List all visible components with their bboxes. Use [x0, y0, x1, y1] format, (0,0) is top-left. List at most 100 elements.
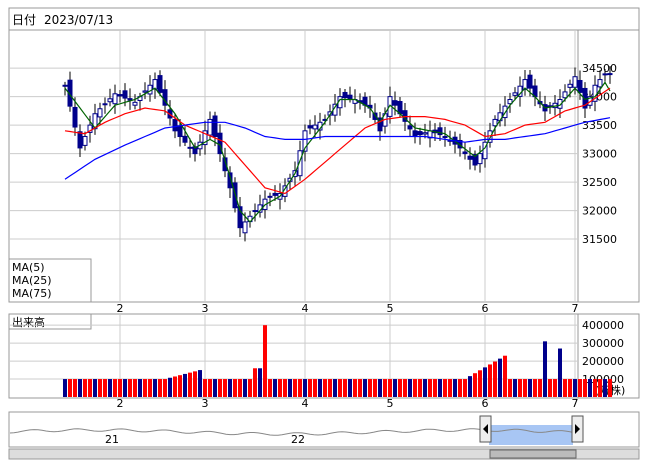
- volume-bar: [463, 379, 467, 397]
- volume-bar: [583, 379, 587, 397]
- volume-bar: [263, 325, 267, 397]
- volume-bar: [238, 379, 242, 397]
- candle: [372, 103, 378, 123]
- candle-body: [492, 118, 498, 127]
- volume-bar: [173, 376, 177, 397]
- candle: [202, 120, 208, 155]
- volume-bar: [143, 379, 147, 397]
- volume-bar: [148, 379, 152, 397]
- candle: [272, 185, 278, 201]
- volume-month-label: 5: [387, 397, 394, 410]
- volume-bar: [163, 379, 167, 397]
- candle-body: [127, 98, 133, 101]
- volume-bar: [383, 379, 387, 397]
- volume-bar: [483, 367, 487, 397]
- month-label: 3: [202, 302, 209, 315]
- navigator-scrollbar[interactable]: [8, 448, 640, 460]
- candle-body: [582, 87, 588, 109]
- candle: [127, 88, 133, 110]
- volume-x-axis: 2 3 4 5 6 7: [117, 397, 579, 410]
- candle-body: [142, 90, 148, 93]
- volume-bar: [423, 379, 427, 397]
- candle-body: [302, 130, 308, 152]
- candle: [577, 70, 583, 100]
- volume-bar: [88, 379, 92, 397]
- volume-bar: [338, 379, 342, 397]
- legend-ma25: MA(25): [12, 274, 52, 287]
- volume-bar: [138, 379, 142, 397]
- candle: [132, 94, 138, 110]
- candle-body: [557, 99, 563, 109]
- candle-body: [77, 131, 83, 149]
- volume-bar: [428, 379, 432, 397]
- candle-body: [417, 131, 423, 136]
- volume-bar: [333, 379, 337, 397]
- month-label: 7: [572, 302, 579, 315]
- navigator-window[interactable]: [489, 425, 573, 445]
- volume-bar: [253, 368, 257, 397]
- price-grid: [9, 30, 578, 302]
- candle: [512, 87, 518, 101]
- candle-body: [177, 125, 183, 138]
- volume-bar: [103, 379, 107, 397]
- volume-bar: [68, 379, 72, 397]
- candle: [442, 126, 448, 147]
- volume-bar: [298, 379, 302, 397]
- volume-bar: [208, 379, 212, 397]
- volume-bar: [388, 379, 392, 397]
- navigator-scroll-thumb[interactable]: [489, 449, 577, 459]
- price-tick-label: 32500: [582, 176, 617, 189]
- volume-bar: [393, 379, 397, 397]
- candle-body: [372, 112, 378, 120]
- candle-body: [172, 119, 178, 132]
- volume-bar: [408, 379, 412, 397]
- header-date-label: 日付: [12, 13, 36, 27]
- candle: [252, 203, 258, 222]
- candle-body: [437, 127, 443, 136]
- volume-bar: [233, 379, 237, 397]
- volume-bar: [513, 379, 517, 397]
- candle: [242, 212, 248, 242]
- volume-bar: [273, 379, 277, 397]
- candle: [67, 71, 73, 112]
- candle-body: [97, 108, 103, 118]
- volume-bar: [523, 379, 527, 397]
- candle: [237, 197, 243, 237]
- navigator-label-21: 21: [105, 433, 119, 446]
- volume-bar: [538, 379, 542, 397]
- volume-bar: [248, 379, 252, 397]
- candle: [302, 124, 308, 162]
- candle: [267, 192, 273, 207]
- navigator-left-handle[interactable]: [479, 415, 492, 443]
- volume-bar: [78, 379, 82, 397]
- header-date-value: 2023/07/13: [44, 13, 113, 27]
- navigator-right-handle[interactable]: [571, 415, 584, 443]
- volume-bar: [593, 379, 597, 397]
- volume-bar: [318, 379, 322, 397]
- price-panel: [8, 29, 640, 303]
- candle: [492, 115, 498, 136]
- candle-body: [242, 221, 248, 234]
- volume-bar: [178, 375, 182, 397]
- price-tick-label: 31500: [582, 233, 617, 246]
- candle-body: [122, 90, 128, 99]
- volume-bar: [603, 379, 607, 397]
- candle: [82, 131, 88, 151]
- volume-bar: [168, 377, 172, 397]
- candle-body: [62, 84, 68, 87]
- volume-bar: [128, 379, 132, 397]
- candle-body: [472, 154, 478, 166]
- volume-bar: [458, 379, 462, 397]
- volume-bar: [498, 358, 502, 397]
- volume-bar: [448, 379, 452, 397]
- volume-bar: [433, 379, 437, 397]
- volume-bar: [473, 373, 477, 397]
- candle: [477, 145, 483, 173]
- candle: [407, 115, 413, 137]
- volume-tick-label: 400000: [582, 319, 624, 332]
- candle: [467, 147, 473, 170]
- volume-bar: [133, 379, 137, 397]
- month-label: 6: [482, 302, 489, 315]
- candle-body: [577, 79, 583, 93]
- candle: [522, 70, 528, 96]
